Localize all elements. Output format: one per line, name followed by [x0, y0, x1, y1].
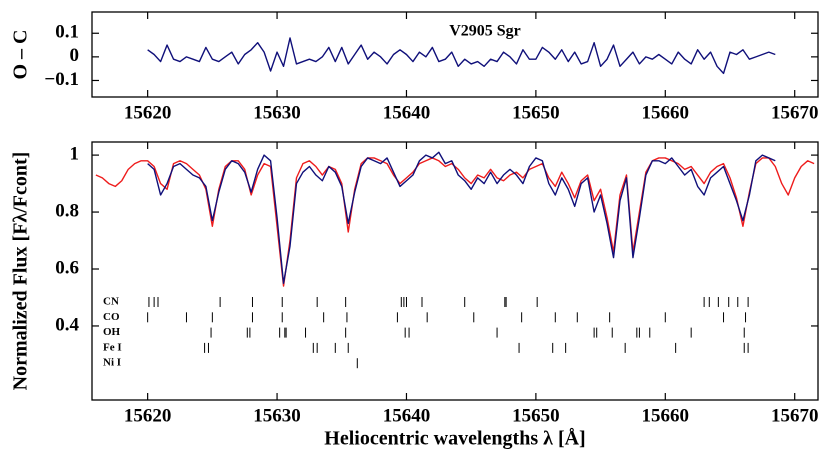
- x-tick-label: 15650: [512, 102, 560, 123]
- x-tick-label: 15640: [383, 405, 431, 426]
- line-list-label: CN: [103, 296, 119, 308]
- y-tick-label: 0.4: [55, 314, 79, 335]
- y-tick-label: 0.1: [55, 22, 79, 43]
- x-tick-label: 15640: [383, 102, 431, 123]
- x-tick-label: 15670: [771, 405, 819, 426]
- x-tick-label: 15670: [771, 102, 819, 123]
- y-tick-label: 0.8: [55, 200, 79, 221]
- line-list-label: OH: [103, 326, 121, 338]
- line-list-label: Ni I: [103, 357, 121, 369]
- line-list-label: CO: [103, 311, 120, 323]
- x-tick-label: 15620: [124, 405, 172, 426]
- x-tick-label: 15620: [124, 102, 172, 123]
- y-axis-label: O – C: [10, 30, 32, 80]
- y-axis-label: Normalized Flux [Fλ/Fcont]: [10, 152, 32, 391]
- line-list-label: Fe I: [103, 341, 122, 353]
- y-tick-label: 0: [70, 45, 80, 66]
- spectrum-line: [147, 37, 776, 75]
- annotation: V2905 Sgr: [449, 23, 521, 40]
- x-tick-label: 15630: [253, 405, 301, 426]
- x-tick-label: 15660: [642, 102, 690, 123]
- plot-frame: [91, 11, 819, 98]
- plot-frame: [91, 141, 819, 401]
- y-tick-label: 1: [70, 143, 80, 164]
- spectrum-line: [95, 157, 815, 287]
- y-tick-label: 0.6: [55, 257, 79, 278]
- x-axis-label: Heliocentric wavelengths λ [Å]: [324, 427, 585, 450]
- spectrum-line: [147, 151, 776, 284]
- x-tick-label: 15630: [253, 102, 301, 123]
- y-tick-label: −0.1: [44, 69, 79, 90]
- x-tick-label: 15650: [512, 405, 560, 426]
- x-tick-label: 15660: [642, 405, 690, 426]
